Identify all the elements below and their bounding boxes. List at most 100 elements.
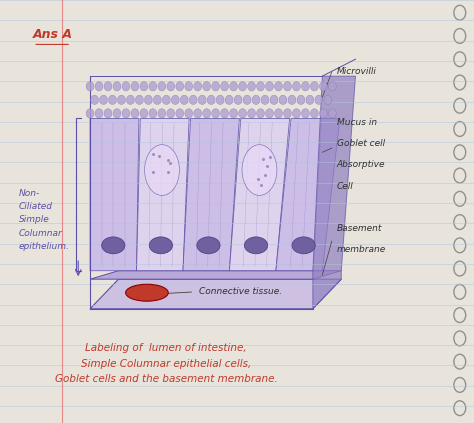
Ellipse shape — [122, 109, 130, 118]
Ellipse shape — [242, 145, 277, 195]
Ellipse shape — [194, 109, 201, 118]
Ellipse shape — [145, 95, 152, 104]
Ellipse shape — [324, 95, 332, 104]
Ellipse shape — [319, 109, 327, 118]
Ellipse shape — [91, 95, 99, 104]
Ellipse shape — [256, 109, 264, 118]
Ellipse shape — [212, 82, 219, 91]
Ellipse shape — [247, 82, 255, 91]
Ellipse shape — [95, 82, 103, 91]
Ellipse shape — [104, 109, 112, 118]
Text: Goblet cell: Goblet cell — [337, 139, 385, 148]
Polygon shape — [313, 76, 356, 309]
Ellipse shape — [234, 95, 242, 104]
Ellipse shape — [252, 95, 260, 104]
Ellipse shape — [247, 109, 255, 118]
Ellipse shape — [136, 95, 143, 104]
Ellipse shape — [292, 109, 301, 118]
Ellipse shape — [203, 82, 210, 91]
Ellipse shape — [86, 109, 94, 118]
Ellipse shape — [310, 82, 319, 91]
Ellipse shape — [225, 95, 233, 104]
Ellipse shape — [230, 109, 237, 118]
Ellipse shape — [207, 95, 215, 104]
Ellipse shape — [283, 82, 292, 91]
Ellipse shape — [176, 109, 184, 118]
Ellipse shape — [163, 95, 170, 104]
Ellipse shape — [185, 109, 193, 118]
Ellipse shape — [221, 82, 228, 91]
Ellipse shape — [297, 95, 305, 104]
Ellipse shape — [274, 109, 283, 118]
Ellipse shape — [154, 95, 161, 104]
Text: Absorptive: Absorptive — [337, 160, 385, 170]
Ellipse shape — [306, 95, 314, 104]
Ellipse shape — [270, 95, 278, 104]
Ellipse shape — [100, 95, 108, 104]
Ellipse shape — [238, 109, 246, 118]
Ellipse shape — [265, 82, 273, 91]
Ellipse shape — [140, 82, 148, 91]
Polygon shape — [229, 118, 290, 271]
Ellipse shape — [95, 109, 103, 118]
Ellipse shape — [288, 95, 296, 104]
Polygon shape — [137, 118, 189, 271]
Ellipse shape — [315, 95, 323, 104]
Ellipse shape — [194, 82, 201, 91]
Ellipse shape — [279, 95, 287, 104]
Ellipse shape — [145, 145, 180, 195]
Ellipse shape — [243, 95, 251, 104]
Ellipse shape — [261, 95, 269, 104]
Ellipse shape — [198, 95, 206, 104]
Text: Connective tissue.: Connective tissue. — [199, 287, 282, 297]
Ellipse shape — [140, 109, 148, 118]
Ellipse shape — [283, 109, 292, 118]
Ellipse shape — [328, 109, 336, 118]
Text: Non-
Ciliated
Simple
Columnar
epithelium.: Non- Ciliated Simple Columnar epithelium… — [19, 189, 70, 251]
Ellipse shape — [149, 109, 157, 118]
Ellipse shape — [274, 82, 283, 91]
Ellipse shape — [230, 82, 237, 91]
Ellipse shape — [158, 109, 166, 118]
Text: Cell: Cell — [337, 181, 353, 191]
Ellipse shape — [189, 95, 197, 104]
Ellipse shape — [127, 95, 134, 104]
Ellipse shape — [216, 95, 224, 104]
Ellipse shape — [292, 237, 315, 254]
Ellipse shape — [172, 95, 179, 104]
Ellipse shape — [256, 82, 264, 91]
Polygon shape — [90, 271, 341, 279]
Text: membrane: membrane — [337, 245, 386, 254]
Ellipse shape — [301, 82, 310, 91]
Ellipse shape — [158, 82, 166, 91]
Ellipse shape — [167, 109, 175, 118]
Ellipse shape — [131, 109, 139, 118]
Ellipse shape — [301, 109, 310, 118]
Ellipse shape — [328, 82, 336, 91]
Ellipse shape — [86, 82, 94, 91]
Text: Labeling of  lumen of intestine,
Simple Columnar epithelial cells,
Goblet cells : Labeling of lumen of intestine, Simple C… — [55, 343, 277, 385]
Ellipse shape — [126, 284, 168, 301]
Ellipse shape — [167, 82, 175, 91]
Ellipse shape — [203, 109, 210, 118]
Ellipse shape — [265, 109, 273, 118]
Ellipse shape — [109, 95, 117, 104]
Ellipse shape — [180, 95, 188, 104]
Ellipse shape — [149, 82, 157, 91]
Polygon shape — [183, 118, 239, 271]
Ellipse shape — [185, 82, 193, 91]
Ellipse shape — [102, 237, 125, 254]
Polygon shape — [276, 118, 340, 271]
Ellipse shape — [176, 82, 184, 91]
Ellipse shape — [118, 95, 126, 104]
Ellipse shape — [221, 109, 228, 118]
Ellipse shape — [104, 82, 112, 91]
Text: Mucus in: Mucus in — [337, 118, 377, 127]
Ellipse shape — [319, 82, 327, 91]
Ellipse shape — [149, 237, 173, 254]
Ellipse shape — [310, 109, 319, 118]
Text: Microvilli: Microvilli — [337, 67, 376, 77]
Ellipse shape — [197, 237, 220, 254]
Ellipse shape — [292, 82, 301, 91]
Ellipse shape — [113, 82, 121, 91]
